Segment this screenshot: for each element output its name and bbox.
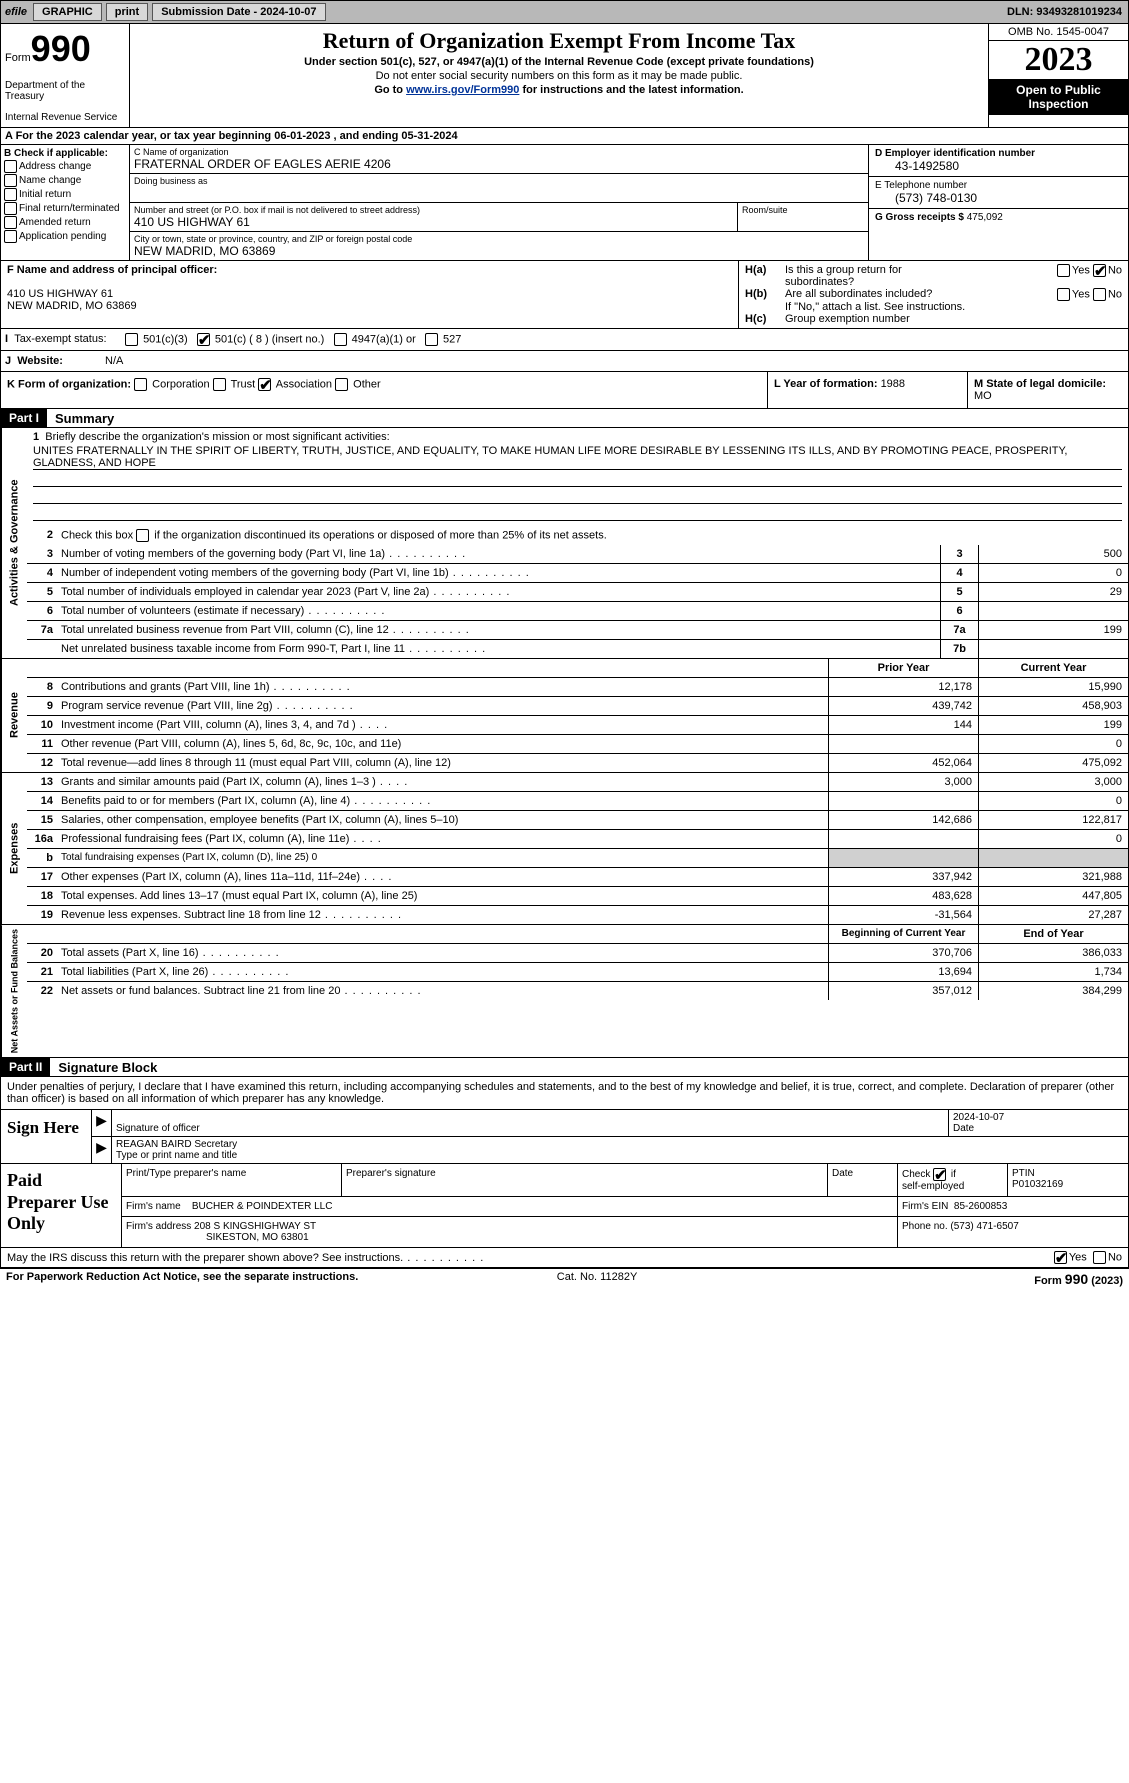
other-checkbox[interactable] <box>335 378 348 391</box>
activities-governance-section: Activities & Governance 1 Briefly descri… <box>0 428 1129 659</box>
dept-label: Department of the Treasury <box>5 80 125 102</box>
column-d-e-g: D Employer identification number 43-1492… <box>869 145 1129 261</box>
trust-checkbox[interactable] <box>213 378 226 391</box>
ein: 43-1492580 <box>875 159 1122 173</box>
line7b-value <box>978 640 1128 658</box>
firm-ein: 85-2600853 <box>954 1201 1007 1212</box>
row-f-h: F Name and address of principal officer:… <box>0 261 1129 329</box>
street-address: 410 US HIGHWAY 61 <box>134 215 733 229</box>
officer-name: REAGAN BAIRD Secretary <box>116 1139 237 1150</box>
dln-label: DLN: 93493281019234 <box>1007 6 1128 18</box>
row-j-website: J Website: N/A <box>0 351 1129 372</box>
preparer-phone: (573) 471-6507 <box>950 1221 1018 1232</box>
self-employed-checkbox[interactable] <box>933 1168 946 1181</box>
name-change-checkbox[interactable] <box>4 174 17 187</box>
form-number-footer: Form 990 (2023) <box>1034 1271 1123 1287</box>
tax-year: 2023 <box>989 41 1128 79</box>
part-i-header: Part I Summary <box>0 409 1129 428</box>
hb-yes-checkbox[interactable] <box>1057 288 1070 301</box>
vlabel-expenses: Expenses <box>1 773 27 924</box>
form-title: Return of Organization Exempt From Incom… <box>134 28 984 54</box>
omb-number: OMB No. 1545-0047 <box>989 24 1128 41</box>
column-c-name-address: C Name of organization FRATERNAL ORDER O… <box>130 145 869 261</box>
final-return-checkbox[interactable] <box>4 202 17 215</box>
entity-block: B Check if applicable: Address change Na… <box>0 145 1129 261</box>
phone: (573) 748-0130 <box>875 191 1122 205</box>
address-change-checkbox[interactable] <box>4 160 17 173</box>
submission-date-button[interactable]: Submission Date - 2024-10-07 <box>152 3 325 21</box>
catalog-number: Cat. No. 11282Y <box>557 1271 638 1287</box>
line7a-value: 199 <box>978 621 1128 639</box>
line3-value: 500 <box>978 545 1128 563</box>
print-button[interactable]: print <box>106 3 148 21</box>
vlabel-revenue: Revenue <box>1 659 27 772</box>
graphic-button[interactable]: GRAPHIC <box>33 3 102 21</box>
part-ii-header: Part II Signature Block <box>0 1058 1129 1077</box>
net-assets-section: Net Assets or Fund Balances Beginning of… <box>0 925 1129 1058</box>
amended-return-checkbox[interactable] <box>4 216 17 229</box>
perjury-declaration: Under penalties of perjury, I declare th… <box>0 1077 1129 1110</box>
principal-officer: F Name and address of principal officer:… <box>1 261 738 328</box>
group-return-block: H(a) Is this a group return for subordin… <box>738 261 1128 328</box>
state-domicile: MO <box>974 390 992 402</box>
line-a-tax-year: A For the 2023 calendar year, or tax yea… <box>0 128 1129 145</box>
open-to-public: Open to Public Inspection <box>989 79 1128 115</box>
org-name: FRATERNAL ORDER OF EAGLES AERIE 4206 <box>134 157 864 171</box>
ha-yes-checkbox[interactable] <box>1057 264 1070 277</box>
initial-return-checkbox[interactable] <box>4 188 17 201</box>
gross-receipts: 475,092 <box>967 212 1003 223</box>
assoc-checkbox[interactable] <box>258 378 271 391</box>
page-footer: For Paperwork Reduction Act Notice, see … <box>0 1268 1129 1289</box>
efile-label: efile <box>1 6 31 18</box>
hb-no-checkbox[interactable] <box>1093 288 1106 301</box>
application-pending-checkbox[interactable] <box>4 230 17 243</box>
line4-value: 0 <box>978 564 1128 582</box>
discontinued-checkbox[interactable] <box>136 529 149 542</box>
row-k-l-m: K Form of organization: Corporation Trus… <box>0 372 1129 409</box>
ha-no-checkbox[interactable] <box>1093 264 1106 277</box>
discuss-yes-checkbox[interactable] <box>1054 1251 1067 1264</box>
mission-block: 1 Briefly describe the organization's mi… <box>27 428 1128 526</box>
firm-name: BUCHER & POINDEXTER LLC <box>192 1201 333 1212</box>
form-header: Form990 Department of the Treasury Inter… <box>0 24 1129 128</box>
vlabel-net-assets: Net Assets or Fund Balances <box>1 925 27 1057</box>
vlabel-governance: Activities & Governance <box>1 428 27 658</box>
expenses-section: Expenses 13Grants and similar amounts pa… <box>0 773 1129 925</box>
501c-checkbox[interactable] <box>197 333 210 346</box>
irs-label: Internal Revenue Service <box>5 112 125 123</box>
irs-link[interactable]: www.irs.gov/Form990 <box>406 84 519 96</box>
paid-preparer-block: Paid Preparer Use Only Print/Type prepar… <box>0 1164 1129 1248</box>
mission-text: UNITES FRATERNALLY IN THE SPIRIT OF LIBE… <box>33 445 1122 470</box>
ptin: P01032169 <box>1012 1179 1063 1190</box>
row-i-tax-status: I Tax-exempt status: 501(c)(3) 501(c) ( … <box>0 329 1129 351</box>
501c3-checkbox[interactable] <box>125 333 138 346</box>
form-id-block: Form990 Department of the Treasury Inter… <box>0 24 130 128</box>
year-formation: 1988 <box>881 378 905 390</box>
city-state-zip: NEW MADRID, MO 63869 <box>134 244 864 258</box>
line5-value: 29 <box>978 583 1128 601</box>
website-value: N/A <box>101 351 1128 371</box>
4947-checkbox[interactable] <box>334 333 347 346</box>
column-b-checkboxes: B Check if applicable: Address change Na… <box>0 145 130 261</box>
sign-here-block: Sign Here ▶ Signature of officer 2024-10… <box>0 1110 1129 1164</box>
corp-checkbox[interactable] <box>134 378 147 391</box>
year-block: OMB No. 1545-0047 2023 Open to Public In… <box>989 24 1129 128</box>
discuss-no-checkbox[interactable] <box>1093 1251 1106 1264</box>
527-checkbox[interactable] <box>425 333 438 346</box>
top-toolbar: efile GRAPHIC print Submission Date - 20… <box>0 0 1129 24</box>
title-block: Return of Organization Exempt From Incom… <box>130 24 989 128</box>
line6-value <box>978 602 1128 620</box>
revenue-section: Revenue Prior YearCurrent Year 8Contribu… <box>0 659 1129 773</box>
discuss-row: May the IRS discuss this return with the… <box>0 1248 1129 1268</box>
